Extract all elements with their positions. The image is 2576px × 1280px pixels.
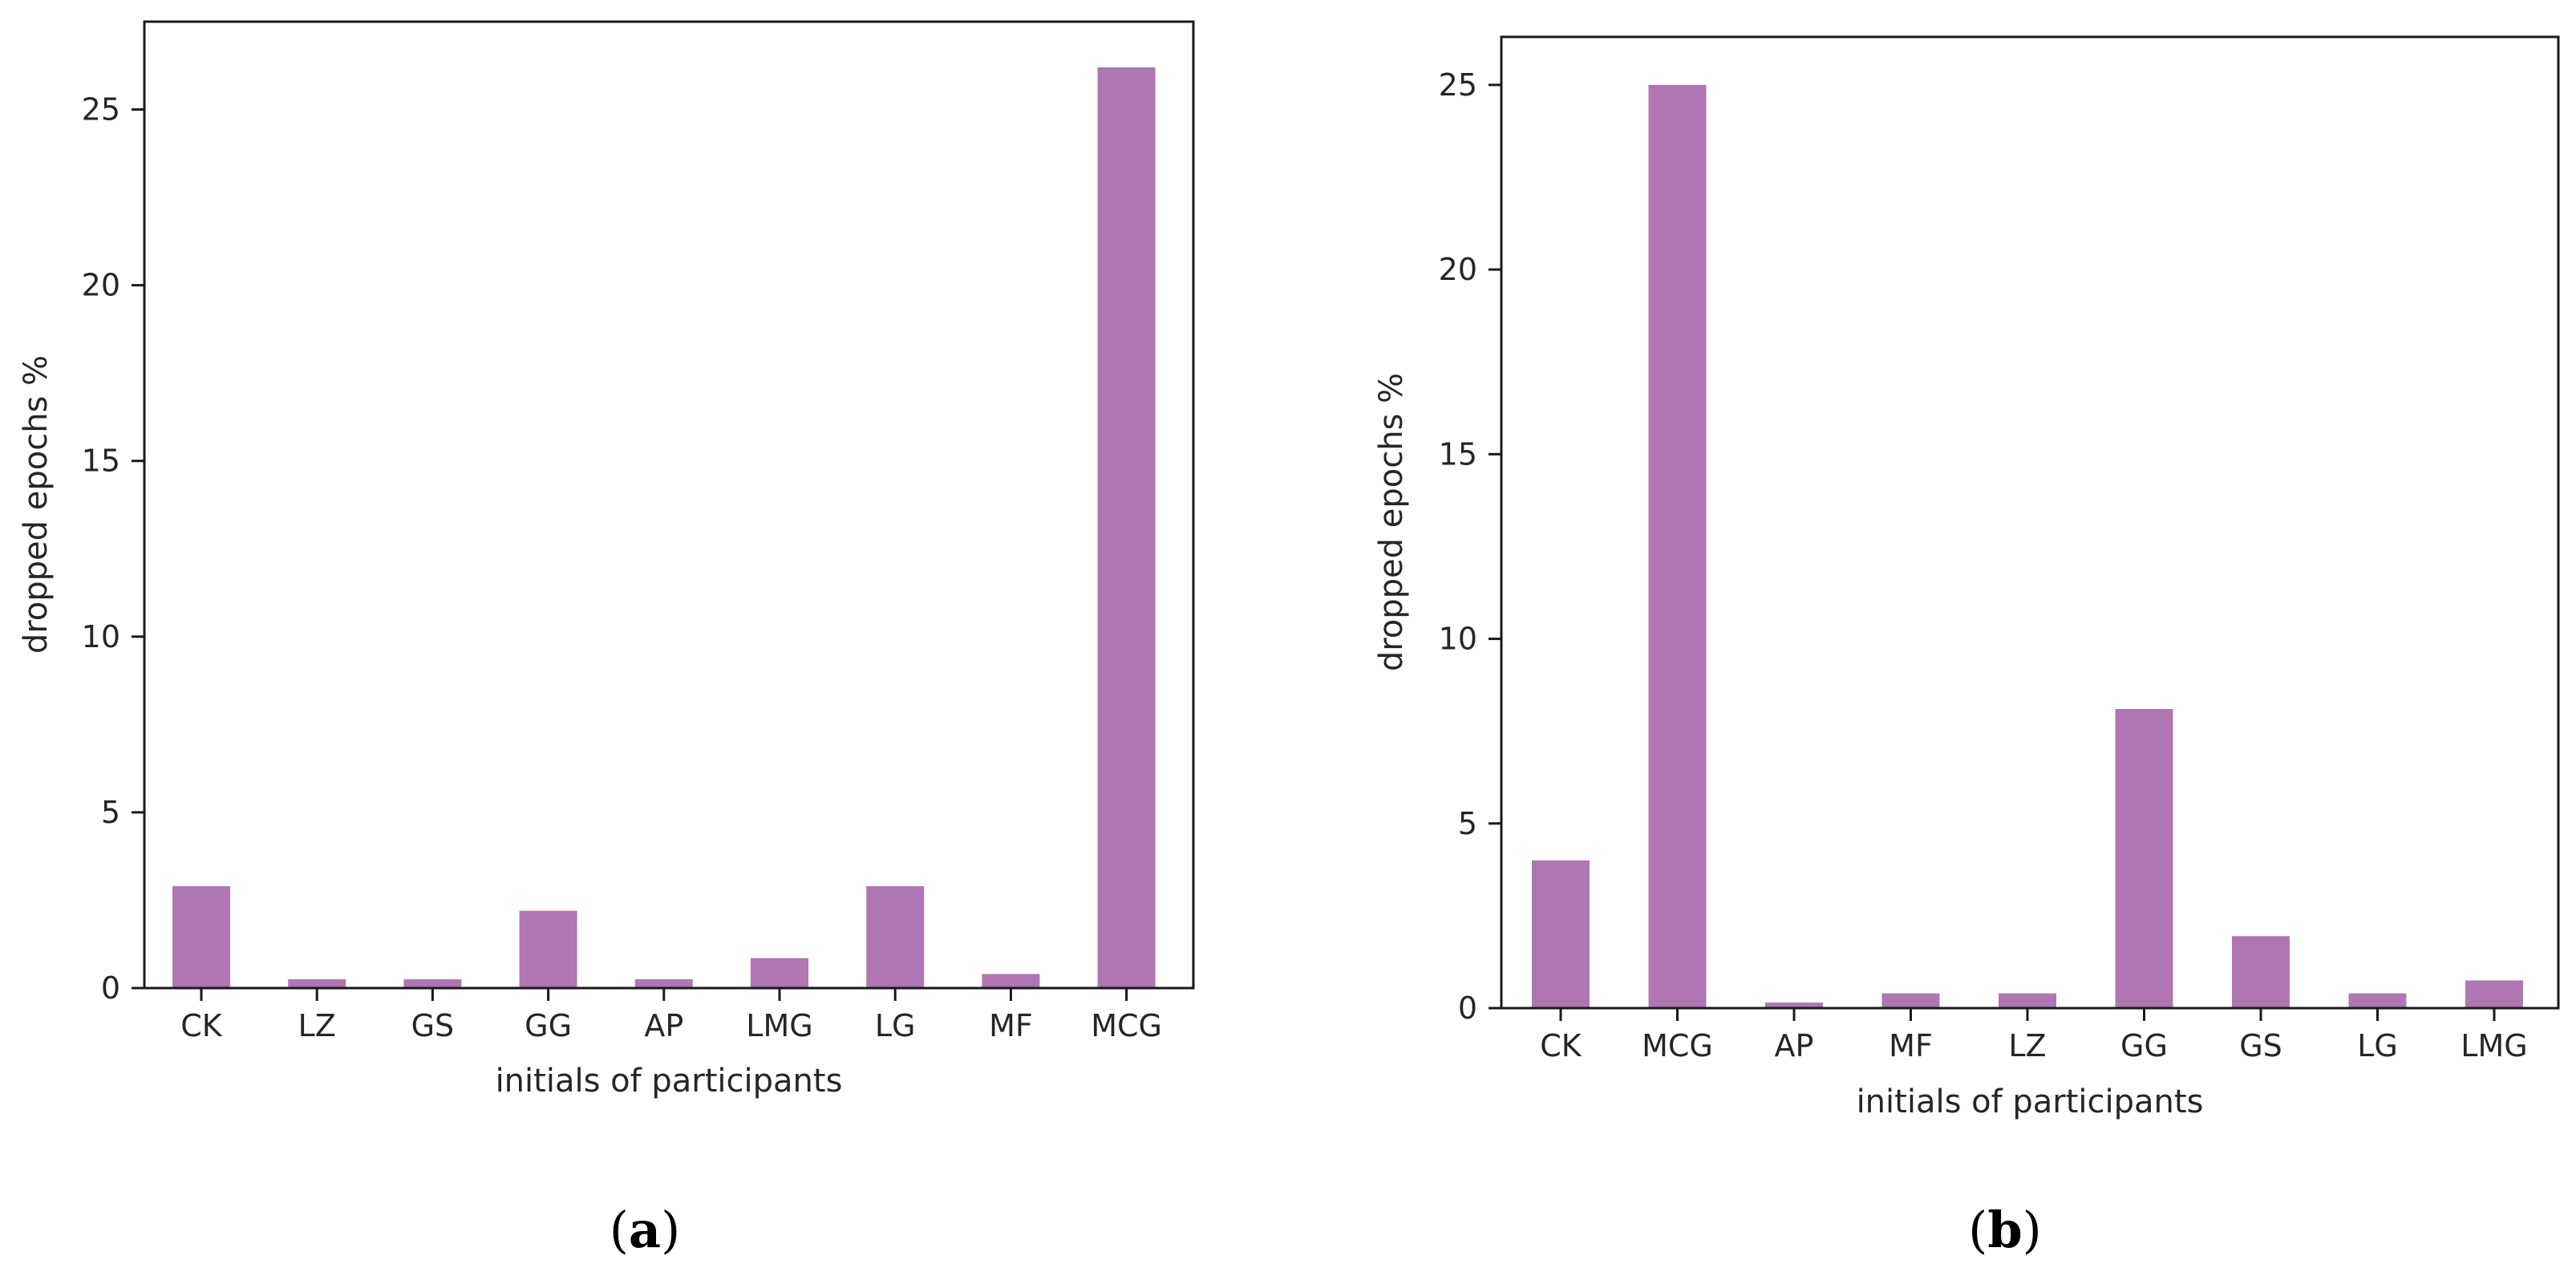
y-tick-label-a-0: 0 (101, 970, 120, 1006)
x-tick-label-a-ap: AP (644, 1008, 683, 1043)
bar-b-mcg (1648, 84, 1707, 1008)
bar-a-lg (866, 885, 925, 988)
bar-a-lz (288, 979, 346, 988)
x-tick-label-b-lmg: LMG (2461, 1028, 2527, 1063)
x-tick-label-b-ck: CK (1540, 1028, 1582, 1063)
y-tick-label-b-25: 25 (1439, 67, 1477, 103)
x-axis-label-a: initials of participants (496, 1063, 843, 1100)
bar-a-mcg (1097, 67, 1156, 989)
x-tick-label-b-gg: GG (2120, 1028, 2168, 1063)
y-axis-b: 0 5 10 15 20 25 (1439, 67, 1501, 1026)
bars-group-a (172, 67, 1156, 989)
bar-b-gg (2115, 709, 2173, 1008)
bar-a-gs (403, 979, 462, 988)
bars-group-b (1532, 84, 2523, 1008)
x-axis-a: CK LZ GS GG AP LMG LG MF MCG (180, 988, 1162, 1043)
bar-b-ap (1765, 1003, 1823, 1008)
x-tick-label-a-mf: MF (989, 1008, 1033, 1043)
x-tick-label-a-lz: LZ (298, 1008, 336, 1043)
x-tick-label-a-lg: LG (875, 1008, 916, 1043)
bar-a-mf (982, 974, 1040, 988)
x-tick-label-a-mcg: MCG (1091, 1008, 1162, 1043)
bar-b-gs (2232, 936, 2290, 1008)
x-axis-label-b: initials of participants (1857, 1084, 2204, 1120)
bar-b-lz (1999, 993, 2056, 1008)
y-axis-a: 0 5 10 15 20 25 (82, 92, 144, 1006)
bar-a-lmg (751, 958, 808, 988)
y-tick-label-a-20: 20 (82, 268, 120, 303)
chart-panel-a: 0 5 10 15 20 25 CK LZ GS GG AP LMG LG MF MCG initials… (18, 20, 1195, 1100)
y-axis-label-b: dropped epochs % (1373, 373, 1410, 671)
panel-label-a: (a) (610, 1201, 681, 1259)
x-tick-label-a-gs: GS (411, 1008, 455, 1043)
chart-panel-b: 0 5 10 15 20 25 CK MCG AP MF LZ GG GS LG LMG initials… (1373, 35, 2560, 1120)
y-tick-label-b-20: 20 (1439, 252, 1477, 287)
plot-frame-a (143, 20, 1195, 990)
bar-b-lmg (2465, 980, 2523, 1008)
x-tick-label-b-mcg: MCG (1642, 1028, 1713, 1063)
bar-a-ck (172, 885, 230, 988)
y-tick-label-a-10: 10 (82, 619, 120, 654)
x-tick-label-b-lg: LG (2357, 1028, 2398, 1063)
bar-b-lg (2348, 993, 2407, 1008)
y-tick-label-a-25: 25 (82, 92, 120, 128)
x-tick-label-a-ck: CK (180, 1008, 223, 1043)
bar-b-ck (1532, 860, 1590, 1008)
x-tick-label-b-lz: LZ (2008, 1028, 2046, 1063)
x-tick-label-b-ap: AP (1775, 1028, 1814, 1063)
y-tick-label-a-15: 15 (82, 444, 120, 479)
panel-label-b: (b) (1968, 1201, 2042, 1259)
x-tick-label-a-lmg: LMG (746, 1008, 812, 1043)
y-tick-label-b-5: 5 (1458, 806, 1477, 841)
y-axis-label-a: dropped epochs % (18, 355, 55, 654)
x-tick-label-a-gg: GG (525, 1008, 572, 1043)
x-tick-label-b-gs: GS (2239, 1028, 2282, 1063)
bar-b-mf (1881, 993, 1940, 1008)
bar-a-ap (634, 979, 693, 988)
y-tick-label-b-10: 10 (1439, 622, 1477, 657)
bar-a-gg (519, 910, 577, 988)
y-tick-label-b-0: 0 (1458, 990, 1477, 1026)
y-tick-label-b-15: 15 (1439, 436, 1477, 472)
plot-frame-b (1500, 35, 2560, 1010)
x-axis-b: CK MCG AP MF LZ GG GS LG LMG (1540, 1008, 2528, 1063)
x-tick-label-b-mf: MF (1889, 1028, 1933, 1063)
y-tick-label-a-5: 5 (101, 795, 120, 830)
